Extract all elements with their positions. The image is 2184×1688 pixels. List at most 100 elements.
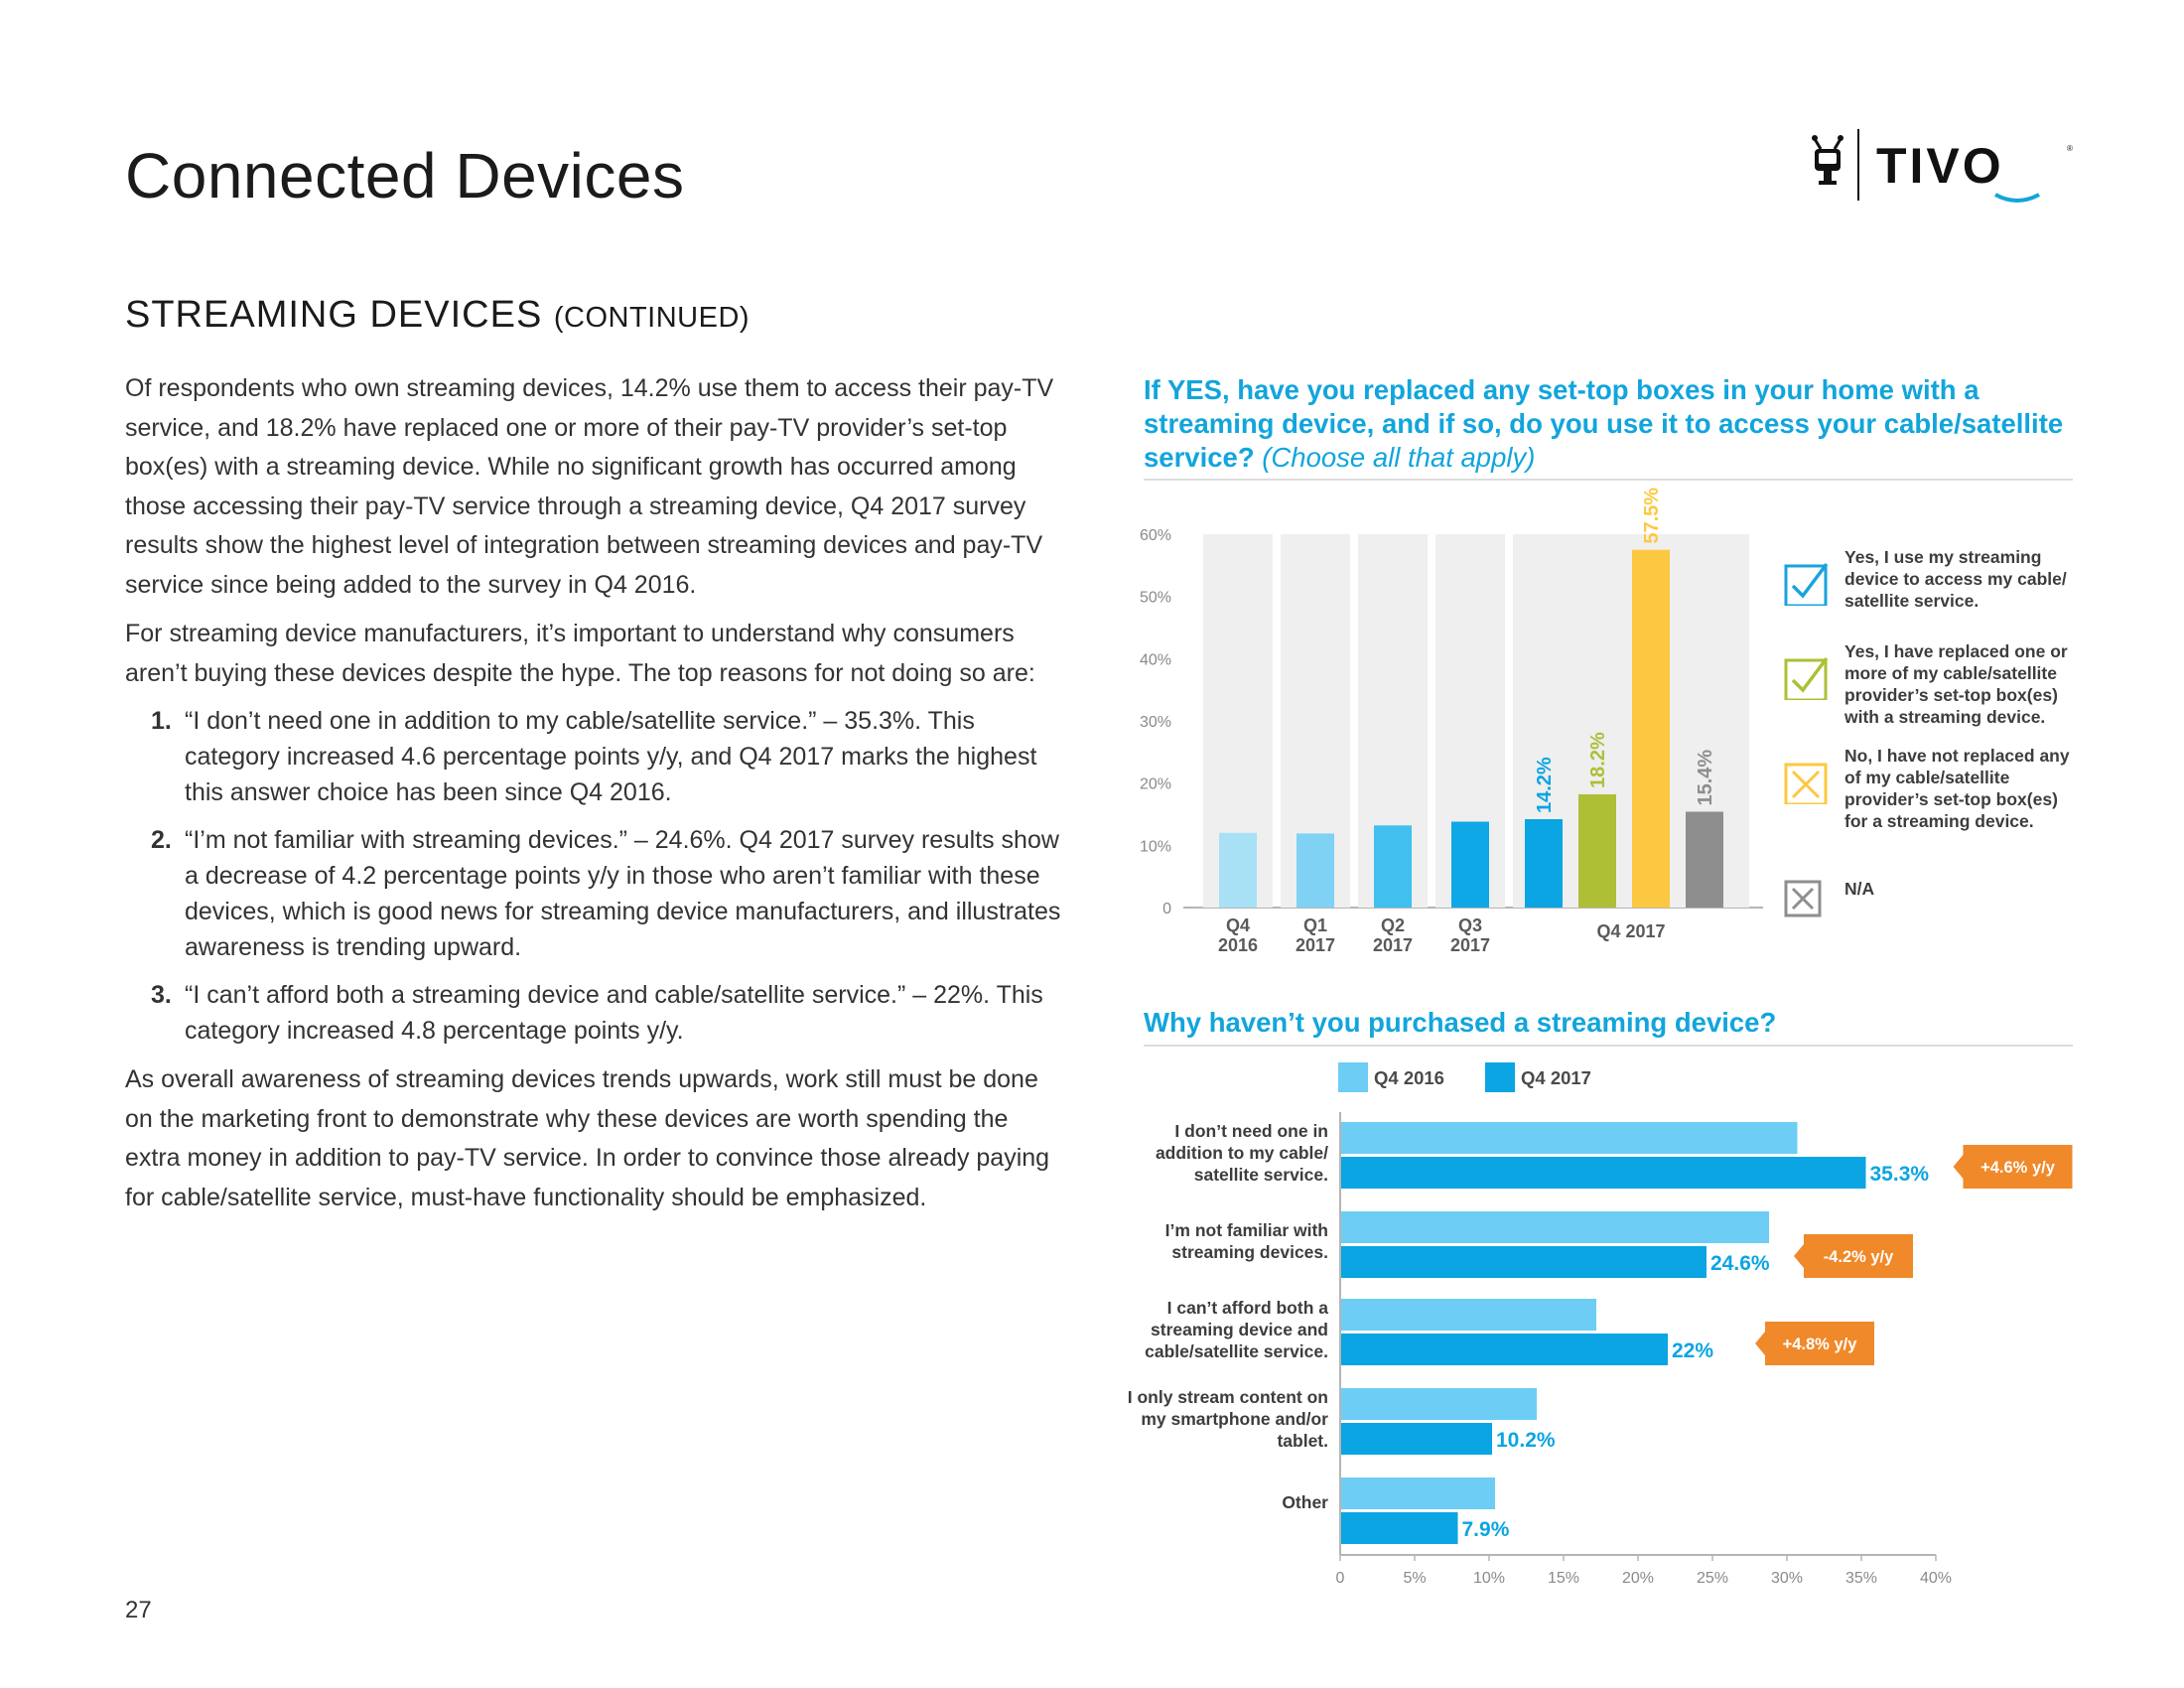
x-tick-label: 15%: [1548, 1570, 1579, 1587]
page-number: 27: [125, 1597, 152, 1623]
legend-label: Q4 2017: [1521, 1067, 1591, 1088]
x-mark: [1791, 887, 1815, 911]
x-tick-label: 2017: [1296, 935, 1335, 955]
y-tick-label: 30%: [1140, 714, 1171, 731]
bar-q4-2016: [1340, 1388, 1537, 1420]
chart1-title-sub: (Choose all that apply): [1262, 442, 1536, 473]
bar-q4-2017-2: [1578, 793, 1616, 908]
set-top-box-chart: 010%20%30%40%50%60%Q42016Q12017Q22017Q32…: [1140, 488, 1783, 955]
x-tick-label: 10%: [1473, 1570, 1505, 1587]
x-mark: [1791, 770, 1821, 799]
x-tick-label: 2017: [1373, 935, 1413, 955]
section-heading-sub: (CONTINUED): [553, 302, 751, 334]
svg-text:®: ®: [2067, 144, 2073, 153]
list-item: 3. “I can’t afford both a streaming devic…: [125, 977, 1068, 1049]
x-tick-label: 20%: [1622, 1570, 1654, 1587]
legend-entry-text: Yes, I have replaced one or more of my c…: [1844, 641, 2068, 727]
bar-q4-2016: [1219, 832, 1257, 908]
bar-q4-2016: [1340, 1477, 1495, 1509]
bar-q4-2017: [1340, 1512, 1458, 1544]
y-tick-label: 10%: [1140, 838, 1171, 855]
checkbox-x-icon: [1784, 763, 1828, 804]
bar-q4-2017-3: [1632, 549, 1670, 908]
data-label: 35.3%: [1870, 1163, 1930, 1186]
x-tick-label: Q4: [1226, 915, 1250, 935]
data-label: 22%: [1672, 1339, 1713, 1362]
paragraph: Of respondents who own streaming devices…: [125, 374, 1054, 599]
bar-q4-2016: [1340, 1299, 1596, 1331]
x-tick-label: 35%: [1845, 1570, 1877, 1587]
bar-q4-2017: [1340, 1246, 1706, 1278]
data-label: 7.9%: [1462, 1518, 1510, 1541]
list-number: 3.: [151, 981, 172, 1009]
reasons-list: 1. “I don’t need one in addition to my ca…: [125, 703, 1068, 1049]
data-label: 24.6%: [1710, 1252, 1770, 1275]
legend-entry-text: No, I have not replaced any of my cable/…: [1844, 746, 2070, 831]
legend-swatch: [1485, 1062, 1515, 1092]
chart1-title-rule: [1144, 479, 2073, 481]
list-number: 2.: [151, 826, 172, 854]
y-tick-label: 50%: [1140, 590, 1171, 607]
x-tick-label: 2016: [1218, 935, 1258, 955]
y-tick-label: 20%: [1140, 776, 1171, 793]
bar-q4-2017: [1340, 1334, 1668, 1365]
paragraph: For streaming device manufacturers, it’s…: [125, 620, 1035, 687]
y-tick-label: 60%: [1140, 527, 1171, 544]
list-text: “I can’t afford both a streaming device …: [185, 981, 1043, 1045]
checkbox-frame: [1784, 880, 1822, 917]
y-tick-label: 0: [1162, 901, 1171, 917]
category-label: I don’t need one in addition to my cable…: [1155, 1121, 1328, 1185]
x-tick-label: 30%: [1771, 1570, 1803, 1587]
tivo-mascot-icon: [1812, 135, 1843, 185]
tivo-logo: TIVO ®: [1812, 129, 2073, 203]
x-tick-label: 5%: [1403, 1570, 1426, 1587]
x-tick-label: Q1: [1303, 915, 1327, 935]
x-tick-label: Q2: [1381, 915, 1405, 935]
chart2-title-rule: [1144, 1045, 2073, 1047]
category-label: I’m not familiar with streaming devices.: [1164, 1220, 1328, 1262]
checkbox-frame: [1784, 763, 1828, 804]
check-mark: [1791, 656, 1829, 693]
yoy-callout-text: -4.2% y/y: [1824, 1248, 1894, 1266]
list-text: “I don’t need one in addition to my cabl…: [185, 707, 1037, 806]
bar-q4-2017: [1340, 1423, 1492, 1455]
bar-q4-2017: [1340, 1157, 1866, 1189]
category-label: I can’t afford both a streaming device a…: [1145, 1298, 1328, 1361]
bar-q4-2016: [1340, 1211, 1769, 1243]
legend-entry-text: N/A: [1844, 879, 1875, 899]
yoy-callout-badge: [1755, 1322, 1874, 1365]
checkbox-checked-icon: [1784, 562, 1829, 606]
x-tick-label: Q3: [1458, 915, 1482, 935]
bar-q2-2017: [1374, 825, 1412, 908]
data-label: 10.2%: [1496, 1429, 1556, 1452]
yoy-callout-badge: [1794, 1234, 1913, 1278]
svg-text:TIVO: TIVO: [1876, 138, 2004, 194]
legend-swatch: [1338, 1062, 1368, 1092]
checkbox-x-icon: [1784, 880, 1822, 917]
check-mark: [1791, 562, 1829, 599]
bar-q4-2017-4: [1686, 811, 1723, 908]
yoy-callout-badge: [1953, 1145, 2073, 1189]
data-label: 18.2%: [1587, 732, 1609, 788]
list-item: 1. “I don’t need one in addition to my ca…: [125, 703, 1068, 810]
page-title: Connected Devices: [125, 140, 685, 211]
x-tick-label: Q4 2017: [1596, 921, 1665, 941]
bar-q3-2017: [1451, 821, 1489, 908]
legend-label: Q4 2016: [1374, 1067, 1444, 1088]
x-tick-label: 40%: [1920, 1570, 1952, 1587]
x-tick-label: 25%: [1697, 1570, 1728, 1587]
chart2-title: Why haven’t you purchased a streaming de…: [1144, 1007, 1777, 1038]
paragraph: As overall awareness of streaming device…: [125, 1065, 1050, 1211]
yoy-callout-text: +4.8% y/y: [1783, 1336, 1858, 1353]
bar-q4-2016: [1340, 1122, 1798, 1154]
list-text: “I’m not familiar with streaming devices…: [185, 826, 1061, 961]
chart1-title: If YES, have you replaced any set-top bo…: [1144, 373, 2077, 475]
section-heading: STREAMING DEVICES (CONTINUED): [125, 294, 750, 337]
data-label: 14.2%: [1534, 757, 1556, 813]
category-label: I only stream content on my smartphone a…: [1127, 1387, 1328, 1451]
yoy-callout-text: +4.6% y/y: [1980, 1159, 2056, 1177]
checkbox-checked-icon: [1784, 656, 1829, 700]
data-label: 15.4%: [1695, 750, 1716, 806]
data-label: 57.5%: [1641, 488, 1663, 544]
section-heading-main: STREAMING DEVICES: [125, 294, 543, 336]
